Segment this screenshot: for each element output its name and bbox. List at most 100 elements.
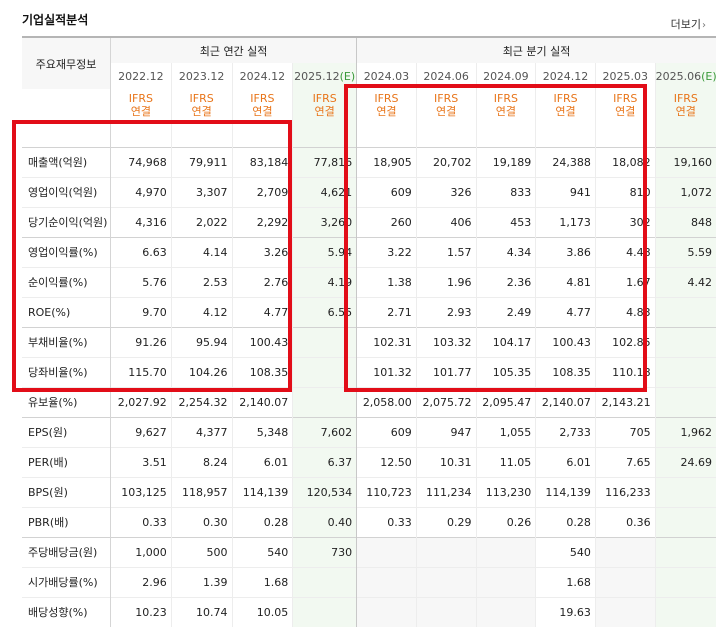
table-cell: 10.05 bbox=[231, 596, 293, 627]
table-cell: 326 bbox=[415, 176, 476, 207]
table-cell bbox=[415, 566, 476, 597]
table-cell: 6.01 bbox=[535, 446, 596, 477]
standard-top: IFRS bbox=[312, 92, 337, 105]
table-row: 영업이익률(%) 6.63 4.14 3.26 5.94 3.22 1.57 4.34 3.86… bbox=[22, 236, 716, 267]
table-cell: 941 bbox=[535, 176, 596, 207]
table-row: 순이익률(%) 5.76 2.53 2.76 4.19 1.38 1.96 2.36 4.81 1… bbox=[22, 266, 716, 297]
table-cell: 3.26 bbox=[231, 236, 293, 267]
row-label: 영업이익(억원) bbox=[22, 176, 112, 207]
table-cell bbox=[356, 536, 417, 567]
table-cell: 1,072 bbox=[654, 176, 716, 207]
accounting-standard: IFRS 연결 bbox=[654, 89, 716, 147]
table-cell: 7.65 bbox=[594, 446, 656, 477]
table-cell: 18,905 bbox=[356, 146, 417, 177]
standard-label-cell bbox=[22, 89, 112, 147]
period-header: 2024.03 bbox=[356, 63, 417, 89]
table-cell: 3.86 bbox=[535, 236, 596, 267]
table-row: 당기순이익(억원) 4,316 2,022 2,292 3,260 260 406 453 1,… bbox=[22, 206, 716, 237]
row-label: PBR(배) bbox=[22, 506, 112, 537]
table-cell: 4,377 bbox=[170, 416, 232, 447]
table-cell: 24.69 bbox=[654, 446, 716, 477]
period-header: 2023.12 bbox=[170, 63, 232, 89]
period-header: 2022.12 bbox=[110, 63, 172, 89]
section-title: 기업실적분석 bbox=[22, 13, 89, 27]
table-cell bbox=[292, 326, 357, 357]
table-cell: 1.68 bbox=[535, 566, 596, 597]
table-cell: 730 bbox=[292, 536, 357, 567]
table-cell bbox=[654, 566, 716, 597]
accounting-standard: IFRS 연결 bbox=[535, 89, 596, 147]
estimate-marker: (E) bbox=[701, 69, 716, 83]
table-cell: 0.33 bbox=[356, 506, 417, 537]
table-cell bbox=[654, 536, 716, 567]
table-cell bbox=[415, 536, 476, 567]
table-cell: 3.51 bbox=[110, 446, 172, 477]
table-cell bbox=[594, 536, 656, 567]
table-cell: 6.63 bbox=[110, 236, 172, 267]
header-group-row: 주요재무정보 최근 연간 실적 최근 분기 실적 bbox=[22, 37, 716, 89]
standard-bottom: 연결 bbox=[615, 105, 636, 118]
table-cell: 1.96 bbox=[415, 266, 476, 297]
table-cell: 110,723 bbox=[356, 476, 417, 507]
standard-top: IFRS bbox=[493, 92, 518, 105]
table-cell: 100.43 bbox=[231, 326, 293, 357]
period-date: 2025.06 bbox=[655, 69, 702, 83]
table-cell: 10.31 bbox=[415, 446, 476, 477]
standard-top: IFRS bbox=[189, 92, 214, 105]
table-cell: 0.28 bbox=[231, 506, 293, 537]
table-cell: 115.70 bbox=[110, 356, 172, 387]
group-quarterly: 최근 분기 실적 bbox=[356, 37, 716, 63]
table-cell: 19,189 bbox=[475, 146, 536, 177]
table-cell: 4.14 bbox=[170, 236, 232, 267]
table-cell: 848 bbox=[654, 206, 716, 237]
table-cell: 3,307 bbox=[170, 176, 232, 207]
table-cell: 4,970 bbox=[110, 176, 172, 207]
table-cell: 1.57 bbox=[415, 236, 476, 267]
row-label: ROE(%) bbox=[22, 296, 112, 327]
table-cell: 10.23 bbox=[110, 596, 172, 627]
table-cell bbox=[654, 476, 716, 507]
table-cell: 102.31 bbox=[356, 326, 417, 357]
accounting-standard: IFRS 연결 bbox=[231, 89, 293, 147]
table-row: 시가배당률(%) 2.96 1.39 1.68 1.68 bbox=[22, 566, 716, 597]
table-cell: 2,733 bbox=[535, 416, 596, 447]
table-cell bbox=[654, 596, 716, 627]
table-cell: 5,348 bbox=[231, 416, 293, 447]
table-cell: 0.30 bbox=[170, 506, 232, 537]
table-cell: 0.26 bbox=[475, 506, 536, 537]
table-cell: 2.96 bbox=[110, 566, 172, 597]
standard-bottom: 연결 bbox=[495, 105, 516, 118]
table-cell bbox=[654, 506, 716, 537]
accounting-standard: IFRS 연결 bbox=[110, 89, 172, 147]
table-cell: 500 bbox=[170, 536, 232, 567]
table-cell bbox=[292, 356, 357, 387]
period-header: 2024.12 bbox=[231, 63, 293, 89]
table-cell: 2.71 bbox=[356, 296, 417, 327]
table-cell: 12.50 bbox=[356, 446, 417, 477]
table-cell: 2.93 bbox=[415, 296, 476, 327]
table-cell: 100.43 bbox=[535, 326, 596, 357]
table-cell bbox=[594, 596, 656, 627]
accounting-standard: IFRS 연결 bbox=[415, 89, 476, 147]
table-cell: 1.39 bbox=[170, 566, 232, 597]
table-cell bbox=[594, 566, 656, 597]
accounting-standard: IFRS 연결 bbox=[170, 89, 232, 147]
table-row: 배당성향(%) 10.23 10.74 10.05 19.63 bbox=[22, 596, 716, 627]
period-header: 2024.06 bbox=[415, 63, 476, 89]
table-cell: 2.49 bbox=[475, 296, 536, 327]
table-cell bbox=[292, 596, 357, 627]
table-cell: 103,125 bbox=[110, 476, 172, 507]
standard-bottom: 연결 bbox=[191, 105, 212, 118]
row-label: 매출액(억원) bbox=[22, 146, 112, 177]
table-cell: 4.77 bbox=[231, 296, 293, 327]
accounting-standard: IFRS 연결 bbox=[292, 89, 357, 147]
more-link[interactable]: 더보기› bbox=[671, 16, 706, 32]
table-cell bbox=[356, 566, 417, 597]
period-date: 2025.12 bbox=[294, 69, 340, 83]
table-cell: 2,140.07 bbox=[535, 386, 596, 417]
standard-bottom: 연결 bbox=[252, 105, 273, 118]
financial-summary-table: 주요재무정보 최근 연간 실적 최근 분기 실적 2022.12 2023.12 2… bbox=[22, 36, 716, 627]
table-cell: 5.76 bbox=[110, 266, 172, 297]
table-cell: 2,075.72 bbox=[415, 386, 476, 417]
table-cell: 11.05 bbox=[475, 446, 536, 477]
